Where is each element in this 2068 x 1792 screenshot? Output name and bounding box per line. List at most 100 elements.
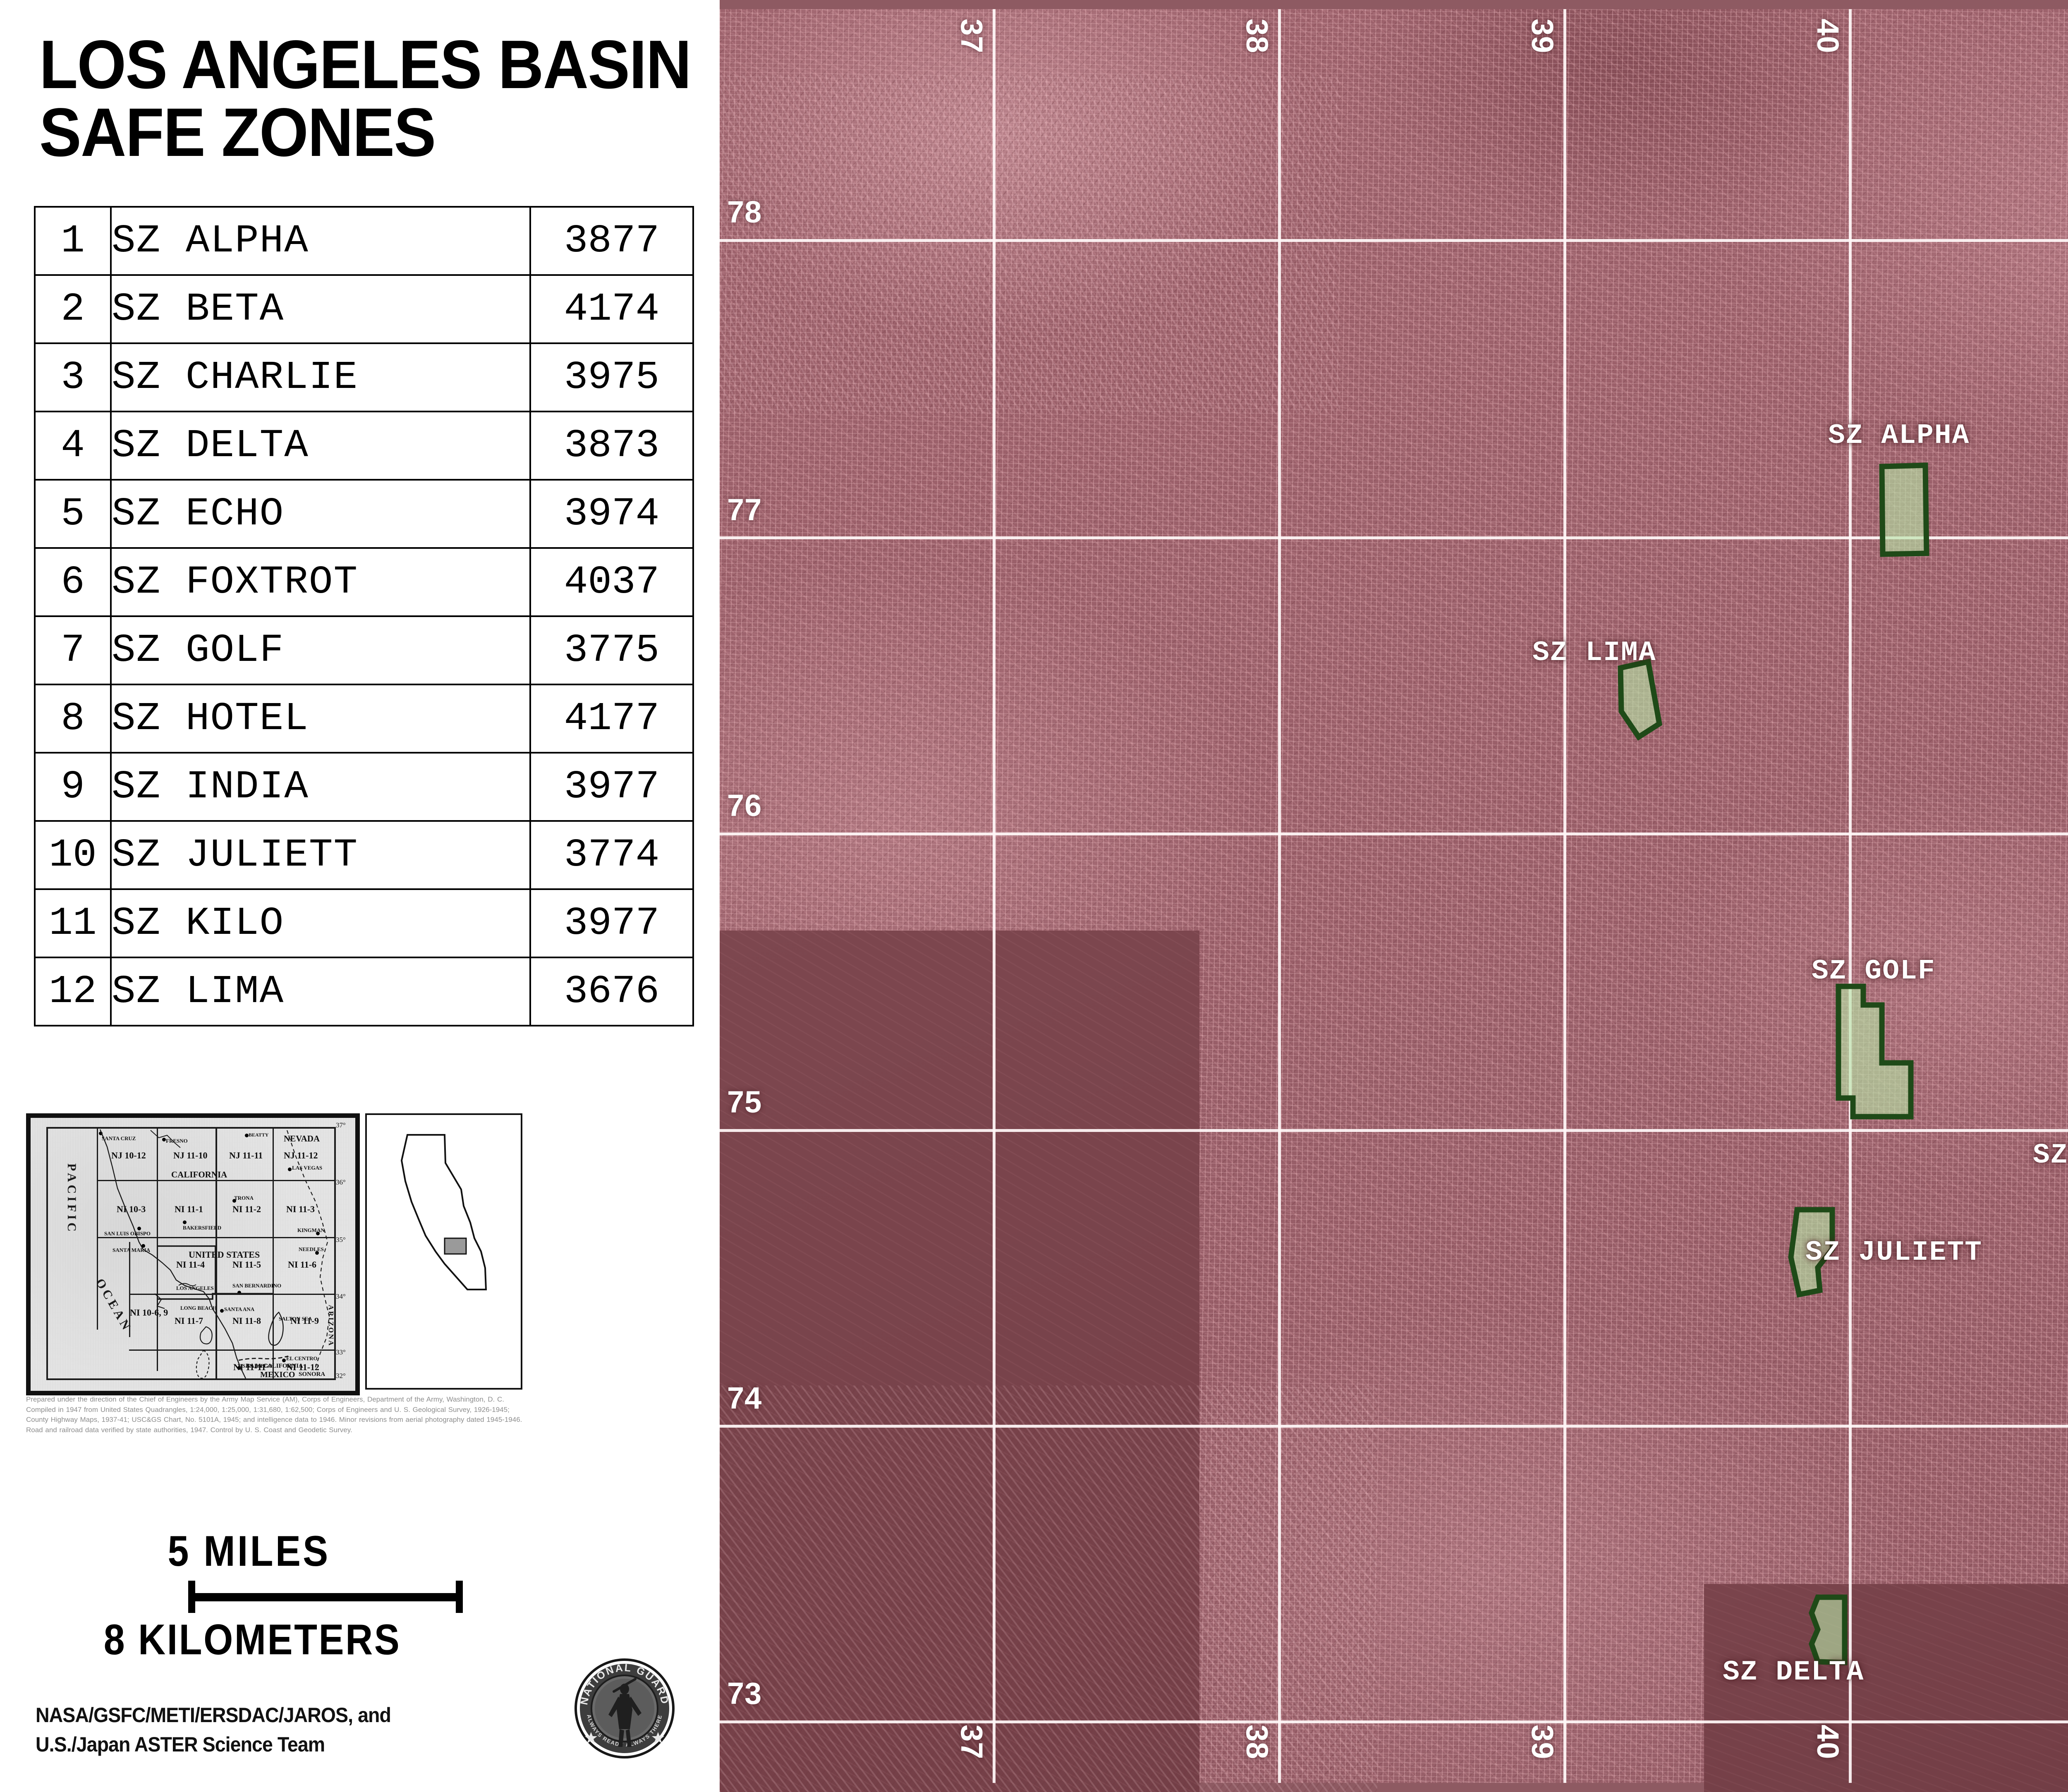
minuteman-figure-icon [608, 1678, 641, 1747]
region-california: CALIFORNIA [171, 1170, 227, 1180]
safe-zone-polygon[interactable] [1836, 983, 1914, 1120]
safe-zone-polygon[interactable] [1809, 1594, 1848, 1665]
city-kingman: KINGMAN [297, 1227, 325, 1233]
inset-border-bottom [46, 1378, 336, 1380]
gridline-v-38 [1278, 9, 1281, 1783]
grid-row-label-left-73: 73 [727, 1676, 762, 1711]
gridline-v-37 [993, 9, 996, 1783]
lon-tick-124: 124° [28, 1113, 41, 1115]
quad-nj-10-12: NJ 10-12 [111, 1150, 146, 1160]
grid-row-label-left-75: 75 [727, 1085, 762, 1119]
lat-tick-33: 33° [336, 1348, 346, 1356]
zone-row-name: SZ JULIETT [110, 820, 531, 890]
scale-bar: 5 MILES 8 KILOMETERS [37, 1527, 616, 1687]
city-beatty: BEATTY [249, 1132, 269, 1138]
quad-ni-11-2: NI 11-2 [232, 1204, 261, 1214]
zone-row-name: SZ LIMA [110, 957, 531, 1026]
city-dot-santa-ana [220, 1309, 224, 1313]
index-map-coastline [99, 1129, 330, 1379]
table-row: 9 SZ INDIA 3977 [34, 752, 694, 822]
zone-row-number: 5 [34, 479, 112, 549]
table-row: 7 SZ GOLF 3775 [34, 615, 694, 685]
scale-rule [191, 1593, 459, 1601]
city-santa-ana: SANTA ANA [224, 1306, 255, 1312]
zone-row-value: 4037 [529, 547, 694, 617]
zone-row-value: 3975 [529, 342, 694, 412]
city-dot-fresno [162, 1138, 166, 1141]
zone-row-name: SZ CHARLIE [110, 342, 531, 412]
lon-tick-116: 116° [273, 1113, 286, 1115]
safe-zone-label: SZ DELTA [1723, 1656, 1865, 1688]
satellite-map[interactable]: 37 38 39 40 41 37 38 39 40 41 78 77 76 7… [720, 0, 2068, 1792]
lon-tick-114: 114° [329, 1113, 342, 1115]
zone-row-number: 11 [34, 888, 112, 958]
city-santa-cruz: SANTA CRUZ [102, 1135, 136, 1141]
zone-row-number: 2 [34, 274, 112, 344]
city-needles: NEEDLES [299, 1246, 324, 1252]
zone-row-number: 6 [34, 547, 112, 617]
table-row: 2 SZ BETA 4174 [34, 274, 694, 344]
gridline-v-40 [1849, 9, 1852, 1783]
city-dot-santa-maria [141, 1244, 145, 1248]
zone-row-number: 1 [34, 206, 112, 276]
table-row: 11 SZ KILO 3977 [34, 888, 694, 958]
grid-row-label-left-76: 76 [727, 788, 762, 823]
lat-tick-34: 34° [336, 1292, 346, 1300]
city-santa-maria: SANTA MARIA [112, 1247, 151, 1253]
national-guard-seal-icon: NATIONAL GUARD ALWAYS READY ALWAYS THERE [574, 1658, 675, 1759]
safe-zone-label: SZ JULIETT [1805, 1237, 1983, 1268]
zone-row-value: 3676 [529, 957, 694, 1026]
zone-row-value: 3877 [529, 206, 694, 276]
lat-tick-37: 37° [336, 1121, 346, 1129]
table-row: 1 SZ ALPHA 3877 [34, 206, 694, 276]
city-salton-sea: SALTON SEA [279, 1316, 312, 1322]
pacific-ocean-west [720, 931, 1199, 1792]
hill-shading-north [720, 74, 1340, 414]
city-san-bernardino: SAN BERNARDINO [232, 1282, 282, 1289]
lat-tick-35: 35° [336, 1236, 346, 1244]
zone-row-number: 12 [34, 957, 112, 1026]
zone-row-number: 3 [34, 342, 112, 412]
safe-zone-label: SZ ALPHA [1828, 420, 1970, 452]
california-outline [400, 1134, 487, 1290]
safe-zone-label: SZ LIMA [1532, 637, 1656, 669]
safe-zone-polygon[interactable] [1788, 1207, 1835, 1298]
zone-row-name: SZ INDIA [110, 752, 531, 822]
table-row: 12 SZ LIMA 3676 [34, 957, 694, 1026]
zone-row-value: 4174 [529, 274, 694, 344]
inset-hline-2 [97, 1237, 336, 1238]
gridline-h-76 [720, 833, 2068, 835]
gridline-h-74 [720, 1425, 2068, 1428]
imagery-credit: NASA/GSFC/METI/ERSDAC/JAROS, and U.S./Ja… [36, 1701, 459, 1759]
zone-row-value: 3774 [529, 820, 694, 890]
page-title-line-2: SAFE ZONES [39, 94, 436, 171]
safe-zone-label: SZ GOLF [1812, 955, 1936, 987]
quad-ni-11-8: NI 11-8 [232, 1316, 261, 1326]
quad-nj-11-11: NJ 11-11 [229, 1150, 263, 1160]
region-sonora: SONORA [299, 1371, 326, 1378]
safe-zone-polygon[interactable] [1879, 462, 1929, 557]
inset-vline-4 [273, 1127, 274, 1380]
city-dot-needles [315, 1251, 319, 1255]
quad-ni-11-3: NI 11-3 [286, 1204, 315, 1214]
safe-zone-label: SZ ECHO [2033, 1139, 2068, 1171]
safe-zone-polygon[interactable] [1618, 658, 1663, 741]
region-baja-california: BAJA CALIFORNIA [246, 1363, 303, 1369]
ocean-label-pacific: PACIFIC [65, 1163, 79, 1235]
scale-kilometers-label: 8 KILOMETERS [103, 1616, 401, 1664]
zone-row-name: SZ ALPHA [110, 206, 531, 276]
lon-tick-120: 120° [155, 1113, 168, 1115]
zone-row-number: 8 [34, 684, 112, 754]
zone-row-name: SZ BETA [110, 274, 531, 344]
city-long-beach: LONG BEACH [180, 1305, 217, 1311]
zone-row-name: SZ HOTEL [110, 684, 531, 754]
city-bakersfield: BAKERSFIELD [183, 1225, 222, 1231]
safe-zone-polygons [1618, 462, 1929, 1665]
quad-nj-11-12: NJ 11-12 [284, 1150, 318, 1160]
zone-row-value: 3775 [529, 615, 694, 685]
gridline-h-73 [720, 1720, 2068, 1723]
zone-row-number: 7 [34, 615, 112, 685]
quad-ni-11-12: NI 11-12 [286, 1362, 320, 1372]
region-united-states: UNITED STATES [189, 1249, 260, 1260]
zone-row-value: 4177 [529, 684, 694, 754]
